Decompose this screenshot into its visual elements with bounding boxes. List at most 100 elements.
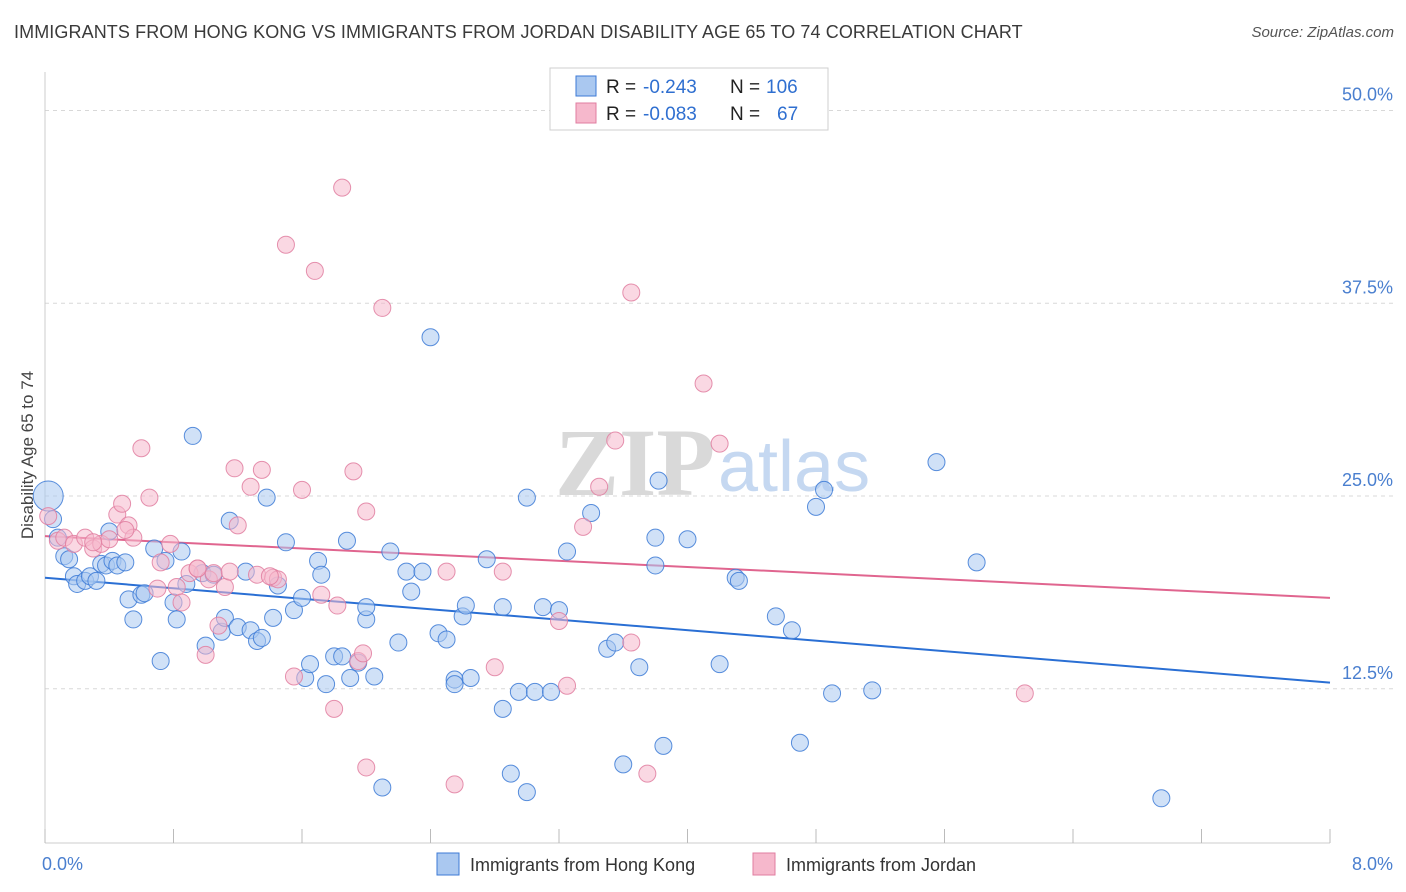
y-axis-label: Disability Age 65 to 74 bbox=[18, 371, 37, 539]
x-tick-label: 8.0% bbox=[1352, 854, 1393, 874]
point-jordan bbox=[252, 460, 271, 479]
point-hong-kong bbox=[729, 571, 748, 590]
point-jordan bbox=[260, 567, 279, 586]
point-hong-kong bbox=[389, 633, 408, 652]
point-jordan bbox=[550, 611, 568, 630]
point-jordan bbox=[354, 644, 373, 663]
point-hong-kong bbox=[252, 628, 271, 647]
point-hong-kong bbox=[807, 497, 825, 516]
trend-line-hong-kong bbox=[44, 576, 1331, 684]
point-jordan bbox=[344, 462, 363, 481]
point-jordan bbox=[161, 534, 180, 553]
legend-r-label-1: R = bbox=[606, 77, 636, 98]
point-hong-kong bbox=[357, 598, 376, 617]
point-hong-kong bbox=[541, 682, 560, 701]
point-jordan bbox=[328, 596, 347, 615]
point-jordan bbox=[132, 439, 151, 458]
point-hong-kong bbox=[124, 610, 143, 629]
point-jordan bbox=[357, 502, 376, 521]
point-hong-kong bbox=[517, 488, 536, 507]
point-hong-kong bbox=[373, 778, 392, 797]
point-jordan bbox=[485, 658, 504, 677]
bottom-legend-swatch-jordan bbox=[752, 852, 776, 876]
point-hong-kong bbox=[815, 480, 834, 499]
point-hong-kong bbox=[402, 582, 421, 601]
chart-source: Source: ZipAtlas.com bbox=[1251, 24, 1394, 41]
point-hong-kong bbox=[151, 652, 170, 671]
point-jordan bbox=[228, 516, 247, 535]
point-hong-kong bbox=[630, 658, 649, 677]
point-jordan bbox=[215, 578, 234, 597]
point-hong-kong bbox=[437, 630, 456, 649]
point-hong-kong bbox=[646, 556, 665, 575]
bottom-legend: Immigrants from Hong Kong Immigrants fro… bbox=[436, 852, 976, 876]
legend-n-value-1: 106 bbox=[766, 77, 798, 98]
point-jordan bbox=[305, 261, 324, 280]
chart-title: IMMIGRANTS FROM HONG KONG VS IMMIGRANTS … bbox=[14, 22, 1023, 42]
point-jordan bbox=[622, 283, 641, 302]
point-hong-kong bbox=[678, 530, 697, 549]
point-hong-kong bbox=[823, 684, 842, 703]
point-jordan bbox=[188, 559, 207, 578]
y-tick-label: 12.5% bbox=[1342, 663, 1393, 683]
point-hong-kong bbox=[421, 328, 440, 347]
point-hong-kong bbox=[493, 598, 512, 617]
point-hong-kong bbox=[863, 681, 882, 700]
point-jordan bbox=[100, 530, 119, 549]
trend-line-jordan bbox=[44, 535, 1331, 599]
point-hong-kong bbox=[293, 588, 311, 607]
point-hong-kong bbox=[582, 504, 601, 523]
point-jordan bbox=[558, 676, 577, 695]
point-hong-kong bbox=[116, 553, 135, 572]
data-points bbox=[32, 178, 1171, 808]
grid-lines bbox=[45, 110, 1395, 690]
point-hong-kong bbox=[264, 608, 283, 627]
point-hong-kong bbox=[461, 669, 480, 688]
point-hong-kong bbox=[493, 699, 512, 718]
point-jordan bbox=[284, 667, 303, 686]
y-tick-label: 25.0% bbox=[1342, 470, 1393, 490]
point-jordan bbox=[710, 434, 729, 453]
bottom-legend-swatch-hong-kong bbox=[436, 852, 460, 876]
point-hong-kong bbox=[312, 565, 331, 584]
point-jordan bbox=[437, 562, 456, 581]
point-jordan bbox=[312, 585, 331, 604]
point-hong-kong bbox=[646, 528, 665, 547]
point-hong-kong bbox=[365, 667, 384, 686]
point-jordan bbox=[113, 494, 132, 513]
point-hong-kong bbox=[257, 488, 276, 507]
point-hong-kong bbox=[397, 562, 416, 581]
point-hong-kong bbox=[501, 764, 520, 783]
point-hong-kong bbox=[445, 675, 464, 694]
point-hong-kong bbox=[381, 542, 400, 561]
point-jordan bbox=[293, 480, 311, 499]
point-jordan bbox=[167, 578, 186, 597]
point-hong-kong bbox=[341, 669, 360, 688]
point-hong-kong bbox=[558, 542, 577, 561]
point-hong-kong bbox=[337, 531, 356, 550]
legend-r-value-2: -0.083 bbox=[643, 104, 697, 125]
point-hong-kong bbox=[654, 736, 673, 755]
watermark-zip: ZIP bbox=[555, 409, 715, 516]
point-jordan bbox=[325, 699, 344, 718]
point-hong-kong bbox=[614, 755, 633, 774]
point-hong-kong bbox=[790, 733, 809, 752]
y-tick-label: 50.0% bbox=[1342, 85, 1393, 105]
point-hong-kong bbox=[517, 783, 536, 802]
point-hong-kong bbox=[606, 633, 625, 652]
point-jordan bbox=[209, 616, 228, 635]
point-hong-kong bbox=[333, 647, 352, 666]
point-jordan bbox=[622, 633, 641, 652]
point-jordan bbox=[333, 178, 352, 197]
point-jordan bbox=[1015, 684, 1034, 703]
point-jordan bbox=[225, 459, 244, 478]
y-tick-label: 37.5% bbox=[1342, 277, 1393, 297]
legend-n-label-2: N = bbox=[730, 104, 760, 125]
point-jordan bbox=[606, 431, 625, 450]
point-hong-kong bbox=[766, 607, 785, 626]
point-jordan bbox=[694, 374, 713, 393]
axes: 12.5% 25.0% 37.5% 50.0% 0.0% 8.0% bbox=[42, 72, 1393, 874]
point-hong-kong bbox=[533, 598, 552, 617]
point-jordan bbox=[220, 562, 239, 581]
point-jordan bbox=[151, 553, 170, 572]
